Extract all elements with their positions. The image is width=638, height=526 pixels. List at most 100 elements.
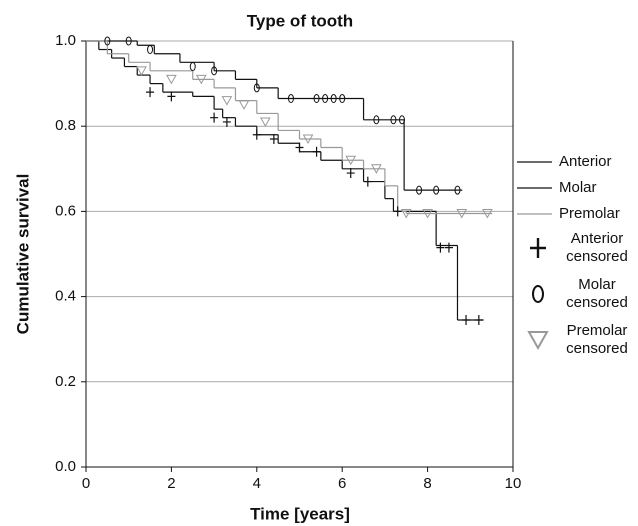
step-end (461, 189, 463, 191)
censor-mark (444, 242, 453, 253)
ellipse-shape (147, 45, 154, 55)
censor-mark (269, 133, 278, 144)
censor-mark (211, 66, 218, 76)
plus-shape (474, 315, 483, 326)
x-tick-label: 10 (505, 475, 522, 492)
ellipse-shape (330, 94, 337, 104)
x-tick-label: 2 (167, 475, 175, 492)
censor-mark (195, 74, 207, 85)
legend-symbol (530, 238, 546, 258)
censor-mark (398, 115, 405, 125)
ellipse-shape (313, 94, 320, 104)
ellipse-shape (373, 115, 380, 125)
ellipse-shape (253, 83, 260, 93)
triangle-shape (400, 209, 412, 219)
y-tick-label: 0.2 (55, 373, 76, 390)
triangle-shape (456, 209, 468, 219)
ellipse-shape (433, 185, 440, 195)
plus-shape (222, 116, 231, 127)
censor-mark (373, 115, 380, 125)
censor-mark (433, 185, 440, 195)
triangle-shape (422, 209, 433, 219)
ellipse-shape (211, 66, 218, 76)
triangle-shape (166, 74, 177, 85)
legend-symbol (527, 331, 549, 351)
ellipse-shape (189, 62, 196, 72)
censor-mark (238, 100, 250, 110)
censor-mark (222, 116, 231, 127)
plus-shape (146, 87, 155, 98)
x-axis-label: Time [years] (250, 504, 350, 523)
legend-label: Anterior (559, 153, 612, 170)
plus-shape (436, 242, 445, 253)
censor-mark (393, 206, 402, 217)
censor-mark (474, 315, 483, 326)
ellipse-shape (125, 36, 132, 46)
legend-label: Anterior censored (566, 230, 628, 265)
ellipse-shape (390, 115, 397, 125)
censor-mark (167, 91, 176, 102)
censor-mark (104, 36, 111, 46)
censor-mark (322, 94, 329, 104)
censor-mark (456, 209, 468, 219)
plus-shape (167, 91, 176, 102)
censor-mark (166, 74, 177, 85)
censor-mark (436, 242, 445, 253)
y-tick-label: 0.4 (55, 288, 76, 305)
triangle-shape (527, 331, 549, 351)
legend-label: Premolar censored (566, 322, 628, 357)
censor-mark (346, 168, 355, 179)
ellipse-shape (398, 115, 405, 125)
triangle-shape (482, 209, 493, 219)
triangle-shape (221, 96, 233, 106)
plus-shape (346, 168, 355, 179)
triangle-shape (302, 134, 314, 144)
x-tick-label: 8 (423, 475, 431, 492)
censor-mark (147, 45, 154, 55)
plus-shape (393, 206, 402, 217)
ellipse-shape (287, 94, 294, 104)
censor-mark (416, 185, 423, 195)
plus-shape (444, 242, 453, 253)
ellipse-shape (322, 94, 329, 104)
y-tick-label: 1.0 (55, 32, 76, 49)
censor-mark (136, 66, 147, 76)
censor-mark (371, 164, 382, 174)
legend-label: Molar censored (566, 276, 628, 311)
censor-mark (462, 315, 471, 326)
censor-mark (422, 209, 433, 219)
y-tick-label: 0.6 (55, 202, 76, 219)
legend-symbol (532, 285, 544, 303)
ellipse-shape (339, 94, 346, 104)
censor-mark (295, 142, 304, 153)
legend-label: Molar (559, 179, 597, 196)
triangle-shape (238, 100, 250, 110)
plus-shape (269, 133, 278, 144)
triangle-shape (195, 74, 207, 85)
triangle-shape (259, 117, 271, 127)
censor-mark (221, 96, 233, 106)
y-tick-label: 0.0 (55, 458, 76, 475)
plus-shape (295, 142, 304, 153)
y-axis-label: Cumulative survival (13, 174, 32, 335)
censor-mark (339, 94, 346, 104)
x-tick-label: 6 (338, 475, 346, 492)
ellipse-shape (532, 285, 544, 303)
censor-mark (400, 209, 412, 219)
legend-label: Premolar (559, 205, 620, 222)
y-tick-label: 0.8 (55, 117, 76, 134)
ellipse-shape (104, 36, 111, 46)
plus-shape (210, 112, 219, 123)
censor-mark (125, 36, 132, 46)
censor-mark (302, 134, 314, 144)
chart-title: Type of tooth (247, 11, 353, 30)
censor-mark (287, 94, 294, 104)
censor-mark (390, 115, 397, 125)
censor-mark (210, 112, 219, 123)
plus-shape (312, 146, 321, 157)
censor-mark (252, 129, 261, 140)
ellipse-shape (416, 185, 423, 195)
censor-mark (313, 94, 320, 104)
